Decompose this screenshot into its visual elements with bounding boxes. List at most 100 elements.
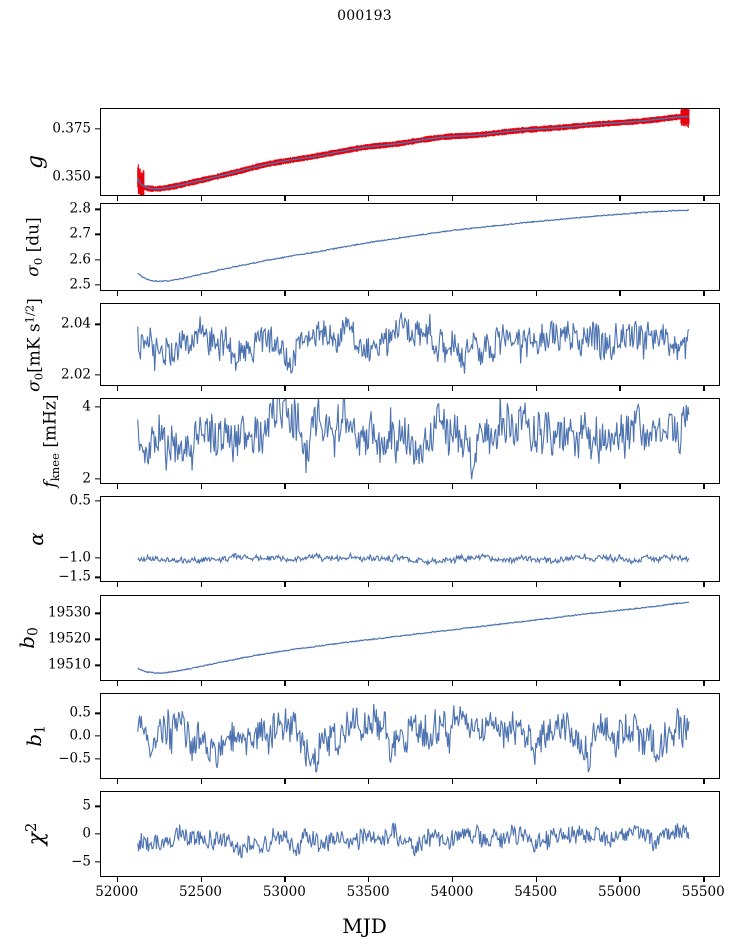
- y-tick-label: 5: [82, 797, 91, 814]
- x-tick-mark: [619, 386, 621, 391]
- x-tick-mark: [703, 779, 705, 784]
- x-tick-mark: [451, 291, 454, 296]
- x-tick-mark: [368, 291, 370, 296]
- y-tick-label: 0.5: [69, 704, 91, 721]
- x-tick-label: 54500: [514, 884, 558, 900]
- sigma0_mK-noise-line: [137, 312, 690, 374]
- x-tick-label: 52000: [95, 884, 139, 900]
- x-tick-mark: [703, 877, 705, 882]
- x-tick-mark: [116, 582, 119, 587]
- x-tick-mark: [200, 582, 202, 587]
- plot-area-b1: [137, 704, 690, 773]
- x-tick-mark: [200, 196, 202, 201]
- x-tick-mark: [200, 779, 202, 784]
- figure-title: 000193: [337, 8, 392, 24]
- x-tick-mark: [116, 291, 119, 296]
- x-tick-mark: [619, 484, 621, 489]
- y-tick-label: 0.350: [52, 168, 91, 185]
- plot-panel-chi2: [100, 791, 720, 877]
- x-tick-mark: [116, 681, 119, 686]
- x-tick-mark: [535, 386, 537, 391]
- x-tick-mark: [703, 386, 705, 391]
- y-tick-label: −5: [71, 852, 91, 869]
- y-tick-mark: [95, 208, 100, 210]
- x-tick-mark: [116, 386, 119, 391]
- x-tick-label: 53500: [346, 884, 390, 900]
- y-tick-mark: [95, 233, 100, 236]
- x-tick-mark: [451, 386, 454, 391]
- x-tick-mark: [535, 877, 537, 882]
- plot-area-g: [137, 109, 690, 195]
- plot-panel-b1: [100, 693, 720, 779]
- x-tick-mark: [619, 877, 621, 882]
- y-tick-mark: [95, 374, 100, 376]
- x-tick-label: 55500: [681, 884, 725, 900]
- plot-area-sigma0-du: [137, 209, 690, 283]
- x-tick-mark: [368, 681, 370, 686]
- x-tick-mark: [535, 484, 537, 489]
- y-tick-label: 0.375: [52, 119, 91, 136]
- y-tick-mark: [95, 860, 100, 863]
- plot-area-fknee: [137, 399, 690, 480]
- x-tick-mark: [703, 681, 705, 686]
- x-tick-mark: [284, 779, 286, 784]
- x-tick-label: 53000: [262, 884, 306, 900]
- y-tick-label: −1.5: [58, 568, 91, 585]
- x-tick-mark: [703, 196, 705, 201]
- x-tick-label: 54000: [430, 884, 474, 900]
- x-tick-mark: [451, 582, 454, 587]
- x-tick-mark: [703, 291, 705, 296]
- y-tick-mark: [95, 557, 100, 559]
- x-tick-mark: [116, 779, 119, 784]
- y-tick-label: 0: [82, 825, 91, 842]
- x-tick-mark: [535, 779, 537, 784]
- x-tick-mark: [619, 681, 621, 686]
- y-tick-mark: [95, 477, 100, 480]
- y-tick-mark: [95, 176, 100, 179]
- y-tick-label: 4: [82, 398, 91, 415]
- x-tick-label: 55000: [597, 884, 641, 900]
- f_knee-noise-line: [137, 399, 690, 480]
- y-tick-mark: [95, 323, 100, 326]
- y-tick-label: −0.5: [58, 749, 91, 766]
- x-tick-mark: [200, 386, 202, 391]
- b1-noise-line: [137, 704, 690, 773]
- y-tick-mark: [95, 258, 100, 261]
- y-tick-label: 0.5: [69, 491, 91, 508]
- y-tick-label: 2.04: [60, 315, 91, 332]
- y-tick-label: 2.8: [69, 200, 91, 217]
- x-tick-mark: [451, 877, 454, 882]
- x-tick-mark: [451, 484, 454, 489]
- x-tick-mark: [284, 681, 286, 686]
- y-tick-label: 0.0: [69, 727, 91, 744]
- x-tick-mark: [368, 386, 370, 391]
- y-tick-mark: [95, 576, 100, 579]
- x-tick-mark: [535, 681, 537, 686]
- plot-panel-sigma0-mk: [100, 303, 720, 386]
- x-tick-mark: [284, 484, 286, 489]
- x-tick-mark: [535, 582, 537, 587]
- plot-panel-g: [100, 108, 720, 196]
- xlabel-mjd: MJD: [342, 914, 387, 938]
- y-tick-mark: [95, 757, 100, 760]
- y-tick-mark: [95, 664, 100, 667]
- y-tick-label: 2.5: [69, 275, 91, 292]
- x-tick-mark: [116, 877, 119, 882]
- plot-area-b0: [137, 601, 690, 674]
- x-tick-mark: [116, 484, 119, 489]
- x-tick-mark: [535, 196, 537, 201]
- x-tick-mark: [200, 484, 202, 489]
- plot-panel-fknee: [100, 398, 720, 484]
- y-tick-label: 2: [82, 469, 91, 486]
- y-tick-mark: [95, 805, 100, 808]
- x-tick-mark: [116, 196, 119, 201]
- y-tick-label: 2.7: [69, 225, 91, 242]
- x-tick-mark: [284, 386, 286, 391]
- y-tick-label: 2.6: [69, 250, 91, 267]
- y-tick-mark: [95, 499, 100, 502]
- x-tick-mark: [703, 582, 705, 587]
- sigma0-du: [137, 209, 690, 283]
- y-tick-mark: [95, 127, 100, 130]
- y-tick-mark: [95, 612, 100, 614]
